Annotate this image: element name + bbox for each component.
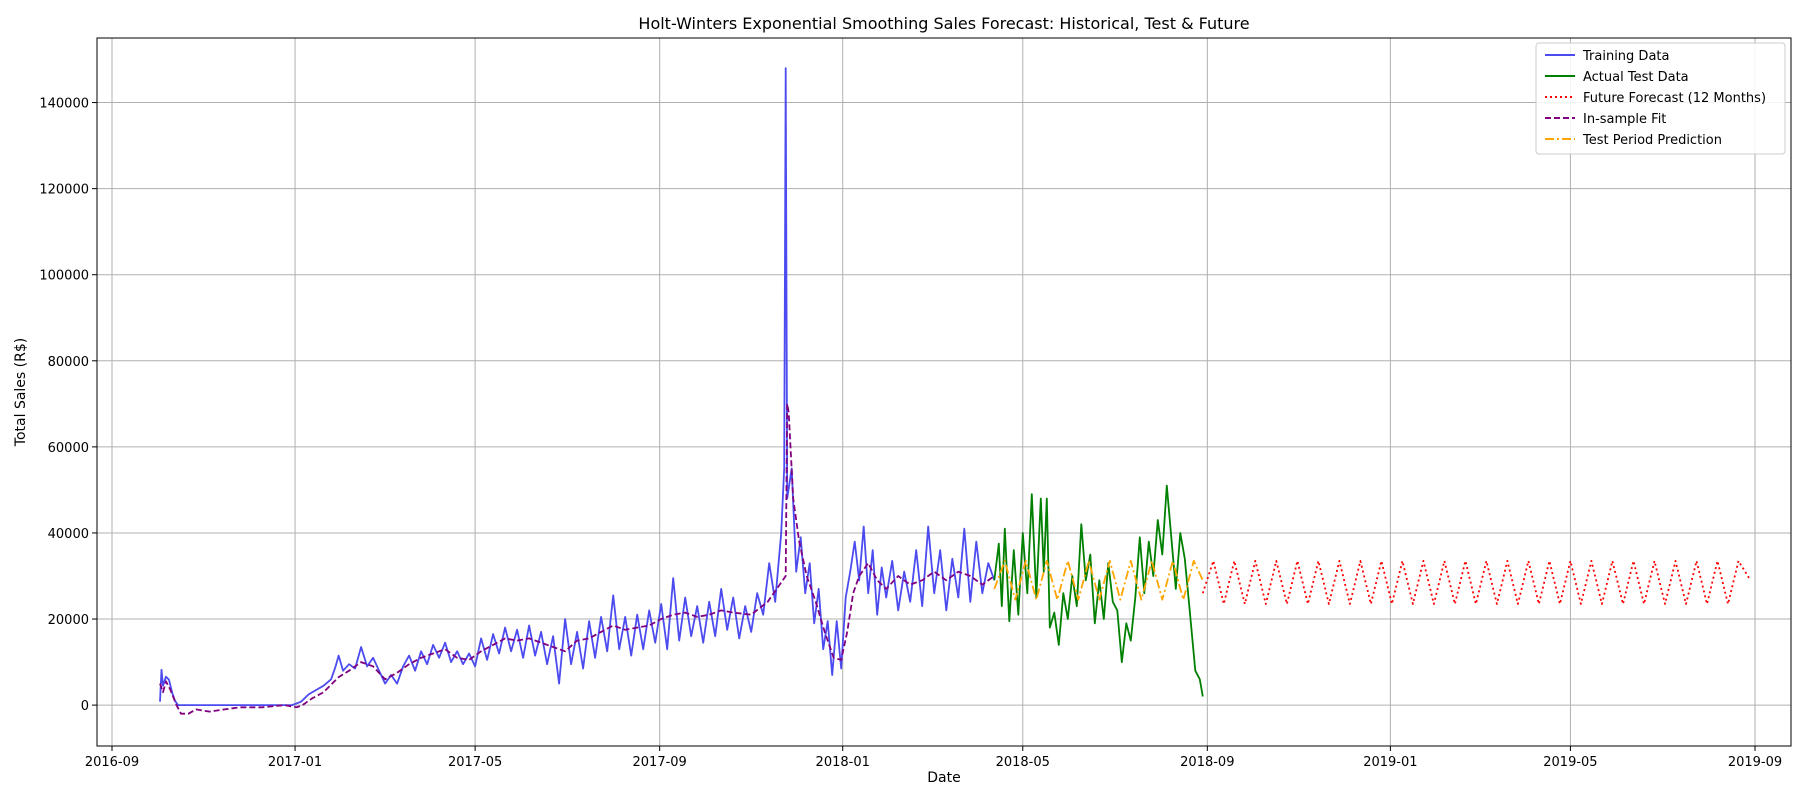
x-tick-label: 2016-09 — [85, 755, 139, 770]
x-tick-label: 2019-09 — [1728, 755, 1782, 770]
x-tick-label: 2017-09 — [633, 755, 687, 770]
y-tick-label: 120000 — [39, 183, 89, 198]
x-tick-label: 2019-05 — [1543, 755, 1597, 770]
y-tick-label: 60000 — [48, 441, 89, 456]
x-tick-label: 2017-05 — [448, 755, 502, 770]
legend-label: Future Forecast (12 Months) — [1583, 91, 1766, 106]
axis-ticks: 2016-09 2017-01 2017-05 2017-09 2018-01 2018-… — [39, 97, 1782, 770]
legend-label: In-sample Fit — [1583, 112, 1666, 127]
y-axis-label: Total Sales (R$) — [13, 338, 29, 447]
series-line-test-period-prediction — [993, 560, 1204, 601]
plot-area: 2016-09 2017-01 2017-05 2017-09 2018-01 2018-… — [39, 37, 1792, 770]
chart-title: Holt-Winters Exponential Smoothing Sales… — [638, 14, 1249, 33]
y-tick-label: 80000 — [48, 355, 89, 370]
series-line-actual-test-data — [993, 484, 1204, 697]
series-line-future-forecast-12-months — [1201, 560, 1752, 605]
legend: Training Data Actual Test Data Future Fore… — [1535, 42, 1786, 155]
series-line-in-sample-fit — [159, 402, 995, 715]
legend-box — [1535, 42, 1786, 155]
legend-label: Actual Test Data — [1583, 70, 1689, 85]
grid-lines — [97, 38, 1791, 746]
series-line-training-data — [159, 67, 996, 706]
legend-label: Training Data — [1582, 49, 1669, 64]
x-tick-label: 2019-01 — [1363, 755, 1417, 770]
y-tick-label: 140000 — [39, 97, 89, 112]
y-tick-label: 0 — [81, 699, 89, 714]
x-tick-label: 2017-01 — [268, 755, 322, 770]
plot-background — [97, 38, 1791, 746]
plot-frame — [96, 37, 1792, 747]
y-tick-label: 20000 — [48, 613, 89, 628]
x-axis-label: Date — [927, 770, 960, 786]
x-tick-label: 2018-05 — [996, 755, 1050, 770]
x-tick-label: 2018-01 — [816, 755, 870, 770]
y-tick-label: 40000 — [48, 527, 89, 542]
x-tick-label: 2018-09 — [1180, 755, 1234, 770]
legend-label: Test Period Prediction — [1582, 133, 1722, 148]
y-tick-label: 100000 — [39, 269, 89, 284]
series-layer — [159, 67, 1752, 715]
